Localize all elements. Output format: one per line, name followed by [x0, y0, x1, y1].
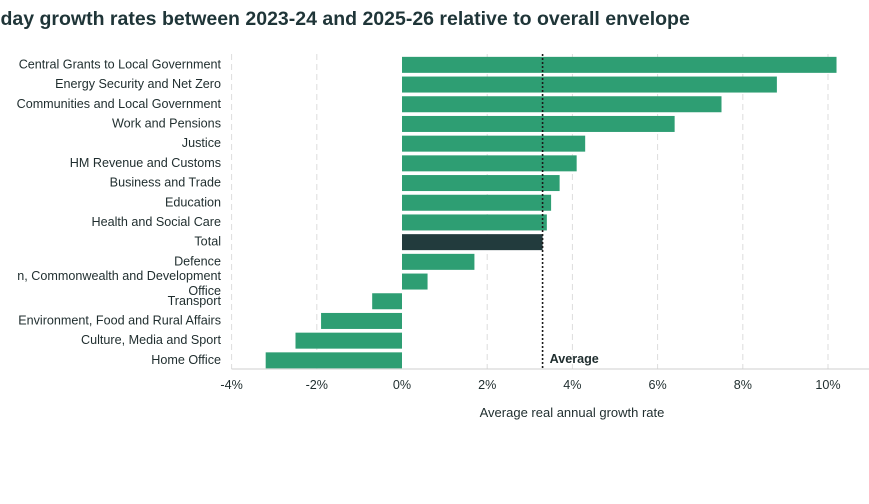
x-tick-label-0: -4% [220, 378, 242, 392]
x-tick-label-6: 8% [734, 378, 752, 392]
bar-13 [321, 312, 402, 329]
bar-15 [265, 352, 402, 369]
bar-1 [402, 76, 777, 93]
bar-5 [402, 155, 577, 172]
category-label-3: Work and Pensions [112, 116, 221, 130]
category-label-10: Defence [174, 254, 221, 268]
bar-4 [402, 135, 586, 152]
bar-9 [402, 234, 543, 251]
category-label-14: Culture, Media and Sport [81, 333, 222, 347]
category-label-7: Education [165, 195, 221, 209]
chart-title: -day growth rates between 2023-24 and 20… [0, 8, 690, 30]
category-labels: Central Grants to Local Government Energy… [17, 57, 222, 367]
bar-0 [402, 56, 837, 73]
category-label-5: HM Revenue and Customs [70, 156, 221, 170]
category-label-6: Business and Trade [110, 176, 221, 190]
bar-3 [402, 115, 675, 132]
x-tick-label-1: -2% [306, 378, 328, 392]
bar-10 [402, 253, 475, 270]
x-tick-label-4: 4% [563, 378, 581, 392]
category-label-11-line-1: Office [188, 284, 221, 298]
bar-12 [372, 293, 402, 310]
bar-14 [295, 332, 402, 349]
category-label-12: Transport [168, 294, 222, 308]
category-label-11-line-0: n, Commonwealth and Development [17, 269, 221, 283]
category-label-0: Central Grants to Local Government [19, 57, 222, 71]
x-tick-label-2: 0% [393, 378, 411, 392]
x-tick-label-3: 2% [478, 378, 496, 392]
bar-2 [402, 96, 722, 113]
category-label-2: Communities and Local Government [17, 97, 222, 111]
bar-7 [402, 194, 552, 211]
x-tick-label-7: 10% [815, 378, 840, 392]
average-reference: Average [541, 54, 599, 369]
category-label-1: Energy Security and Net Zero [55, 77, 221, 91]
category-label-15: Home Office [151, 353, 221, 367]
bar-6 [402, 175, 560, 192]
bars [265, 56, 837, 369]
category-label-9: Total [194, 235, 221, 249]
bar-8 [402, 214, 547, 231]
category-label-13: Environment, Food and Rural Affairs [18, 313, 221, 327]
category-label-4: Justice [182, 136, 221, 150]
bar-11 [402, 273, 428, 290]
category-label-8: Health and Social Care [91, 215, 221, 229]
x-axis-ticks: -4% -2% 0% 2% 4% 6% 8% 10% [220, 378, 840, 392]
x-tick-label-5: 6% [648, 378, 666, 392]
x-axis-label: Average real annual growth rate [480, 405, 665, 420]
average-label: Average [550, 352, 599, 366]
